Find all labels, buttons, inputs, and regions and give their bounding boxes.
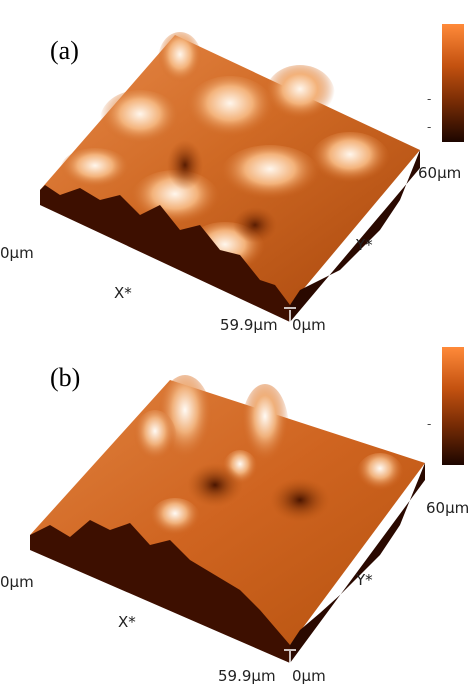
afm-surface-b <box>30 375 425 663</box>
x-axis-end-label: 59.9µm <box>218 667 276 685</box>
height-colorbar <box>442 347 464 465</box>
colorbar-tick: - <box>427 120 432 134</box>
colorbar-tick: - <box>427 417 432 431</box>
panel-label: (a) <box>50 36 79 65</box>
colorbar-tick: - <box>427 92 432 106</box>
x-axis-label: X* <box>118 613 136 631</box>
afm-panel-b: - (b) 60µm 0µm Y* X* 59.9µm 0µm <box>0 345 476 690</box>
x-axis-start-label: 0µm <box>0 244 34 262</box>
afm-panel-a: - - (a) 60µm 0µm Y* X* 59.9µm 0µm <box>0 24 464 334</box>
x-axis-end-label: 59.9µm <box>220 316 278 334</box>
y-axis-label: Y* <box>356 571 373 589</box>
y-axis-start-label: 0µm <box>292 316 326 334</box>
x-axis-label: X* <box>114 284 132 302</box>
y-axis-end-label: 60µm <box>426 499 470 517</box>
y-axis-start-label: 0µm <box>292 667 326 685</box>
height-colorbar <box>442 24 464 142</box>
x-axis-start-label: 0µm <box>0 573 34 591</box>
y-axis-end-label: 60µm <box>418 164 462 182</box>
panel-label: (b) <box>50 363 81 392</box>
y-axis-label: Y* <box>356 236 373 254</box>
afm-surface-a <box>40 32 420 322</box>
